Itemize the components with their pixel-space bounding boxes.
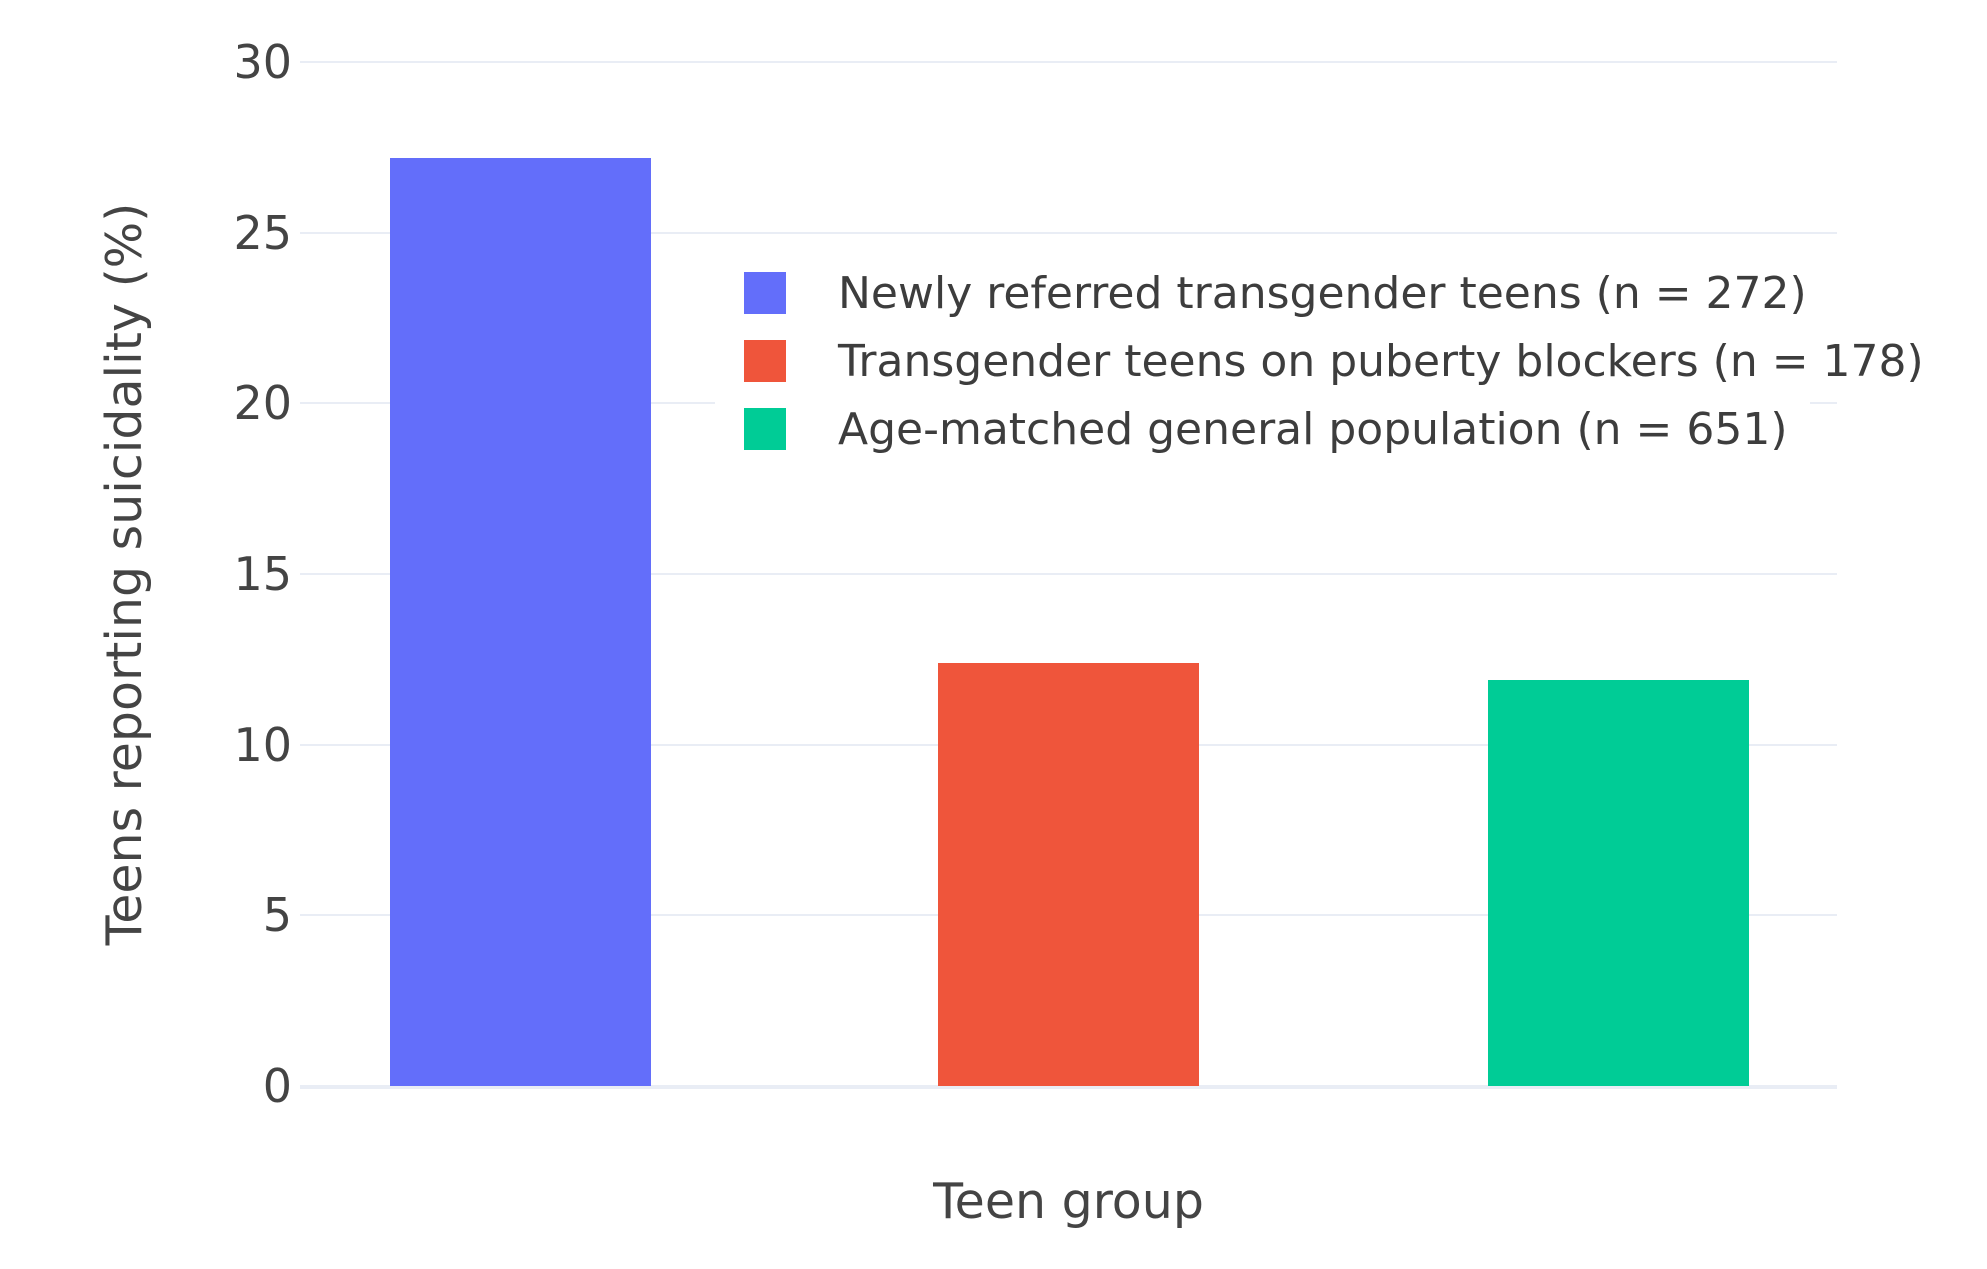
y-tick-label-15: 15 (233, 547, 292, 601)
bar-age-matched-general-population[interactable] (1487, 679, 1749, 1086)
legend-item-2[interactable]: Transgender teens on puberty blockers (n… (744, 330, 1924, 392)
gridline-y-30 (300, 61, 1837, 63)
plot-area (300, 61, 1837, 1089)
bar-newly-referred-transgender-teens[interactable] (389, 157, 651, 1086)
legend-item-3[interactable]: Age-matched general population (n = 651) (744, 398, 1810, 460)
legend: Newly referred transgender teens (n = 27… (715, 252, 1924, 455)
legend-label: Transgender teens on puberty blockers (n… (838, 335, 1924, 387)
y-tick-label-10: 10 (233, 717, 292, 772)
y-tick-label-25: 25 (233, 205, 292, 260)
gridline-y-25 (300, 231, 1837, 234)
legend-label: Age-matched general population (n = 651) (838, 403, 1788, 455)
x-axis-zero-line (300, 1085, 1837, 1089)
legend-swatch-icon (744, 408, 786, 450)
y-tick-label-0: 0 (262, 1059, 292, 1113)
legend-swatch-icon (744, 340, 786, 382)
legend-label: Newly referred transgender teens (n = 27… (838, 267, 1807, 319)
y-tick-label-30: 30 (233, 35, 292, 89)
y-tick-label-5: 5 (262, 888, 292, 943)
x-axis-title: Teen group (933, 1173, 1204, 1230)
gridline-y-15 (300, 573, 1837, 575)
legend-item-1[interactable]: Newly referred transgender teens (n = 27… (744, 262, 1810, 324)
bar-transgender-teens-on-puberty-blockers[interactable] (938, 662, 1199, 1086)
y-tick-label-20: 20 (233, 376, 292, 431)
legend-swatch-icon (744, 272, 786, 314)
